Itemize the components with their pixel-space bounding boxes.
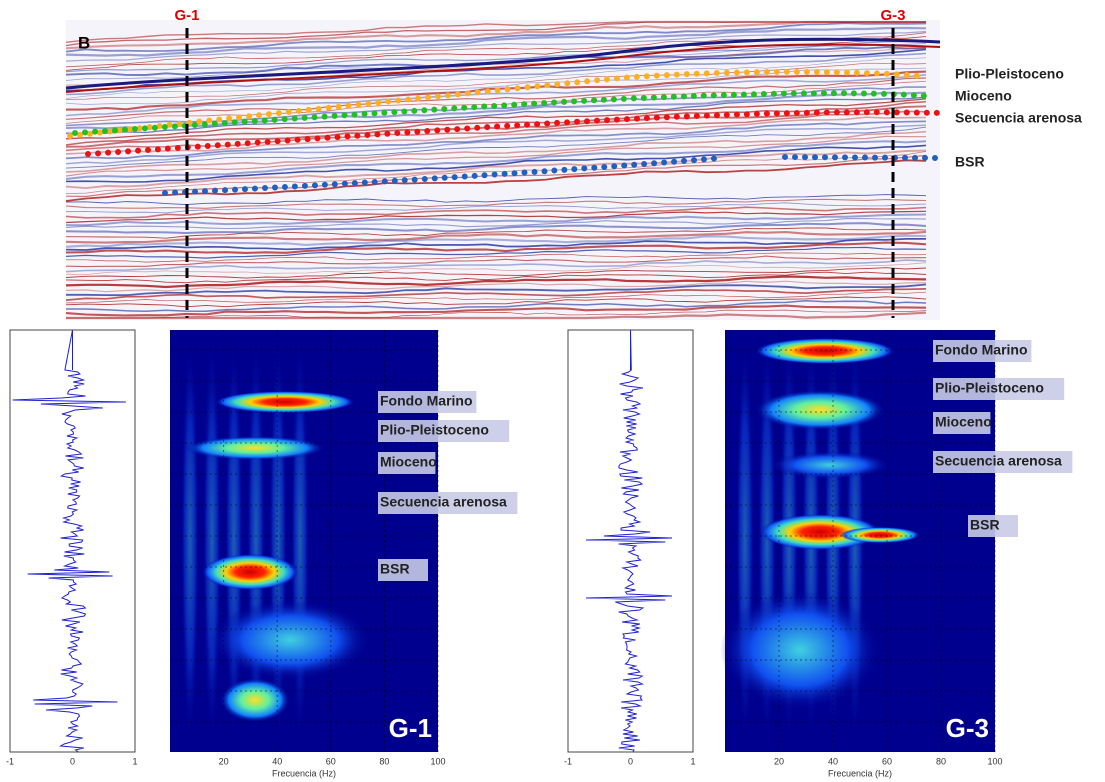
energy-blob [770,451,890,479]
freq-tick-label: 100 [987,756,1002,766]
horizon-label: BSR [380,561,410,577]
energy-blob [720,590,880,710]
horizon-label: Fondo Marino [380,393,473,409]
freq-tick-label: 80 [379,756,389,766]
well-tag: G-3 [946,713,989,743]
spectral-panel: -1 0 1 20 40 60 80 100 Frecuencia (Hz) Fondo Mari… [6,330,517,778]
horizon-label: Secuencia arenosa [935,453,1062,469]
energy-blob [220,678,290,722]
well-tag: G-1 [389,713,432,743]
freq-tick-label: 20 [219,756,229,766]
energy-blob [755,390,885,430]
streak [181,341,199,741]
trace-tick-label: -1 [564,756,572,766]
energy-blob [755,338,895,364]
freq-tick-label: 100 [430,756,445,766]
trace-tick-label: 1 [690,756,695,766]
horizon-label: BSR [955,154,985,170]
panel-label: B [78,33,90,52]
freq-tick-label: 40 [828,756,838,766]
freq-axis-label: Frecuencia (Hz) [272,768,336,778]
energy-blob [215,391,355,413]
trace-tick-label: 0 [70,756,75,766]
horizon-label: Mioceno [380,454,437,470]
energy-blob [210,600,370,680]
energy-blob [202,554,298,590]
horizon-label: Mioceno [935,414,992,430]
horizon-label: Fondo Marino [935,342,1028,358]
well-label: G-3 [880,7,905,24]
horizon-label: Secuencia arenosa [380,494,507,510]
figure: B G-1 G-3 Plio-Pleistoceno Mioceno Secue… [0,0,1105,782]
energy-blob [840,527,920,543]
well-label: G-1 [174,7,199,24]
horizon-label: Plio-Pleistoceno [935,380,1044,396]
horizon-label: BSR [970,517,1000,533]
horizon-label: Plio-Pleistoceno [955,66,1064,82]
freq-axis-label: Frecuencia (Hz) [828,768,892,778]
horizon-label: Secuencia arenosa [955,110,1082,126]
trace-tick-label: -1 [6,756,14,766]
freq-tick-label: 80 [936,756,946,766]
freq-tick-label: 40 [272,756,282,766]
freq-tick-label: 20 [774,756,784,766]
energy-blob [185,436,325,460]
trace-tick-label: 0 [628,756,633,766]
freq-tick-label: 60 [326,756,336,766]
horizon-label: Plio-Pleistoceno [380,422,489,438]
trace-frame [10,330,135,752]
trace-tick-label: 1 [132,756,137,766]
horizon-label: Mioceno [955,88,1012,104]
freq-tick-label: 60 [882,756,892,766]
spectral-panel: -1 0 1 20 40 60 80 100 Frecuencia (Hz) Fondo Mari… [564,330,1072,778]
